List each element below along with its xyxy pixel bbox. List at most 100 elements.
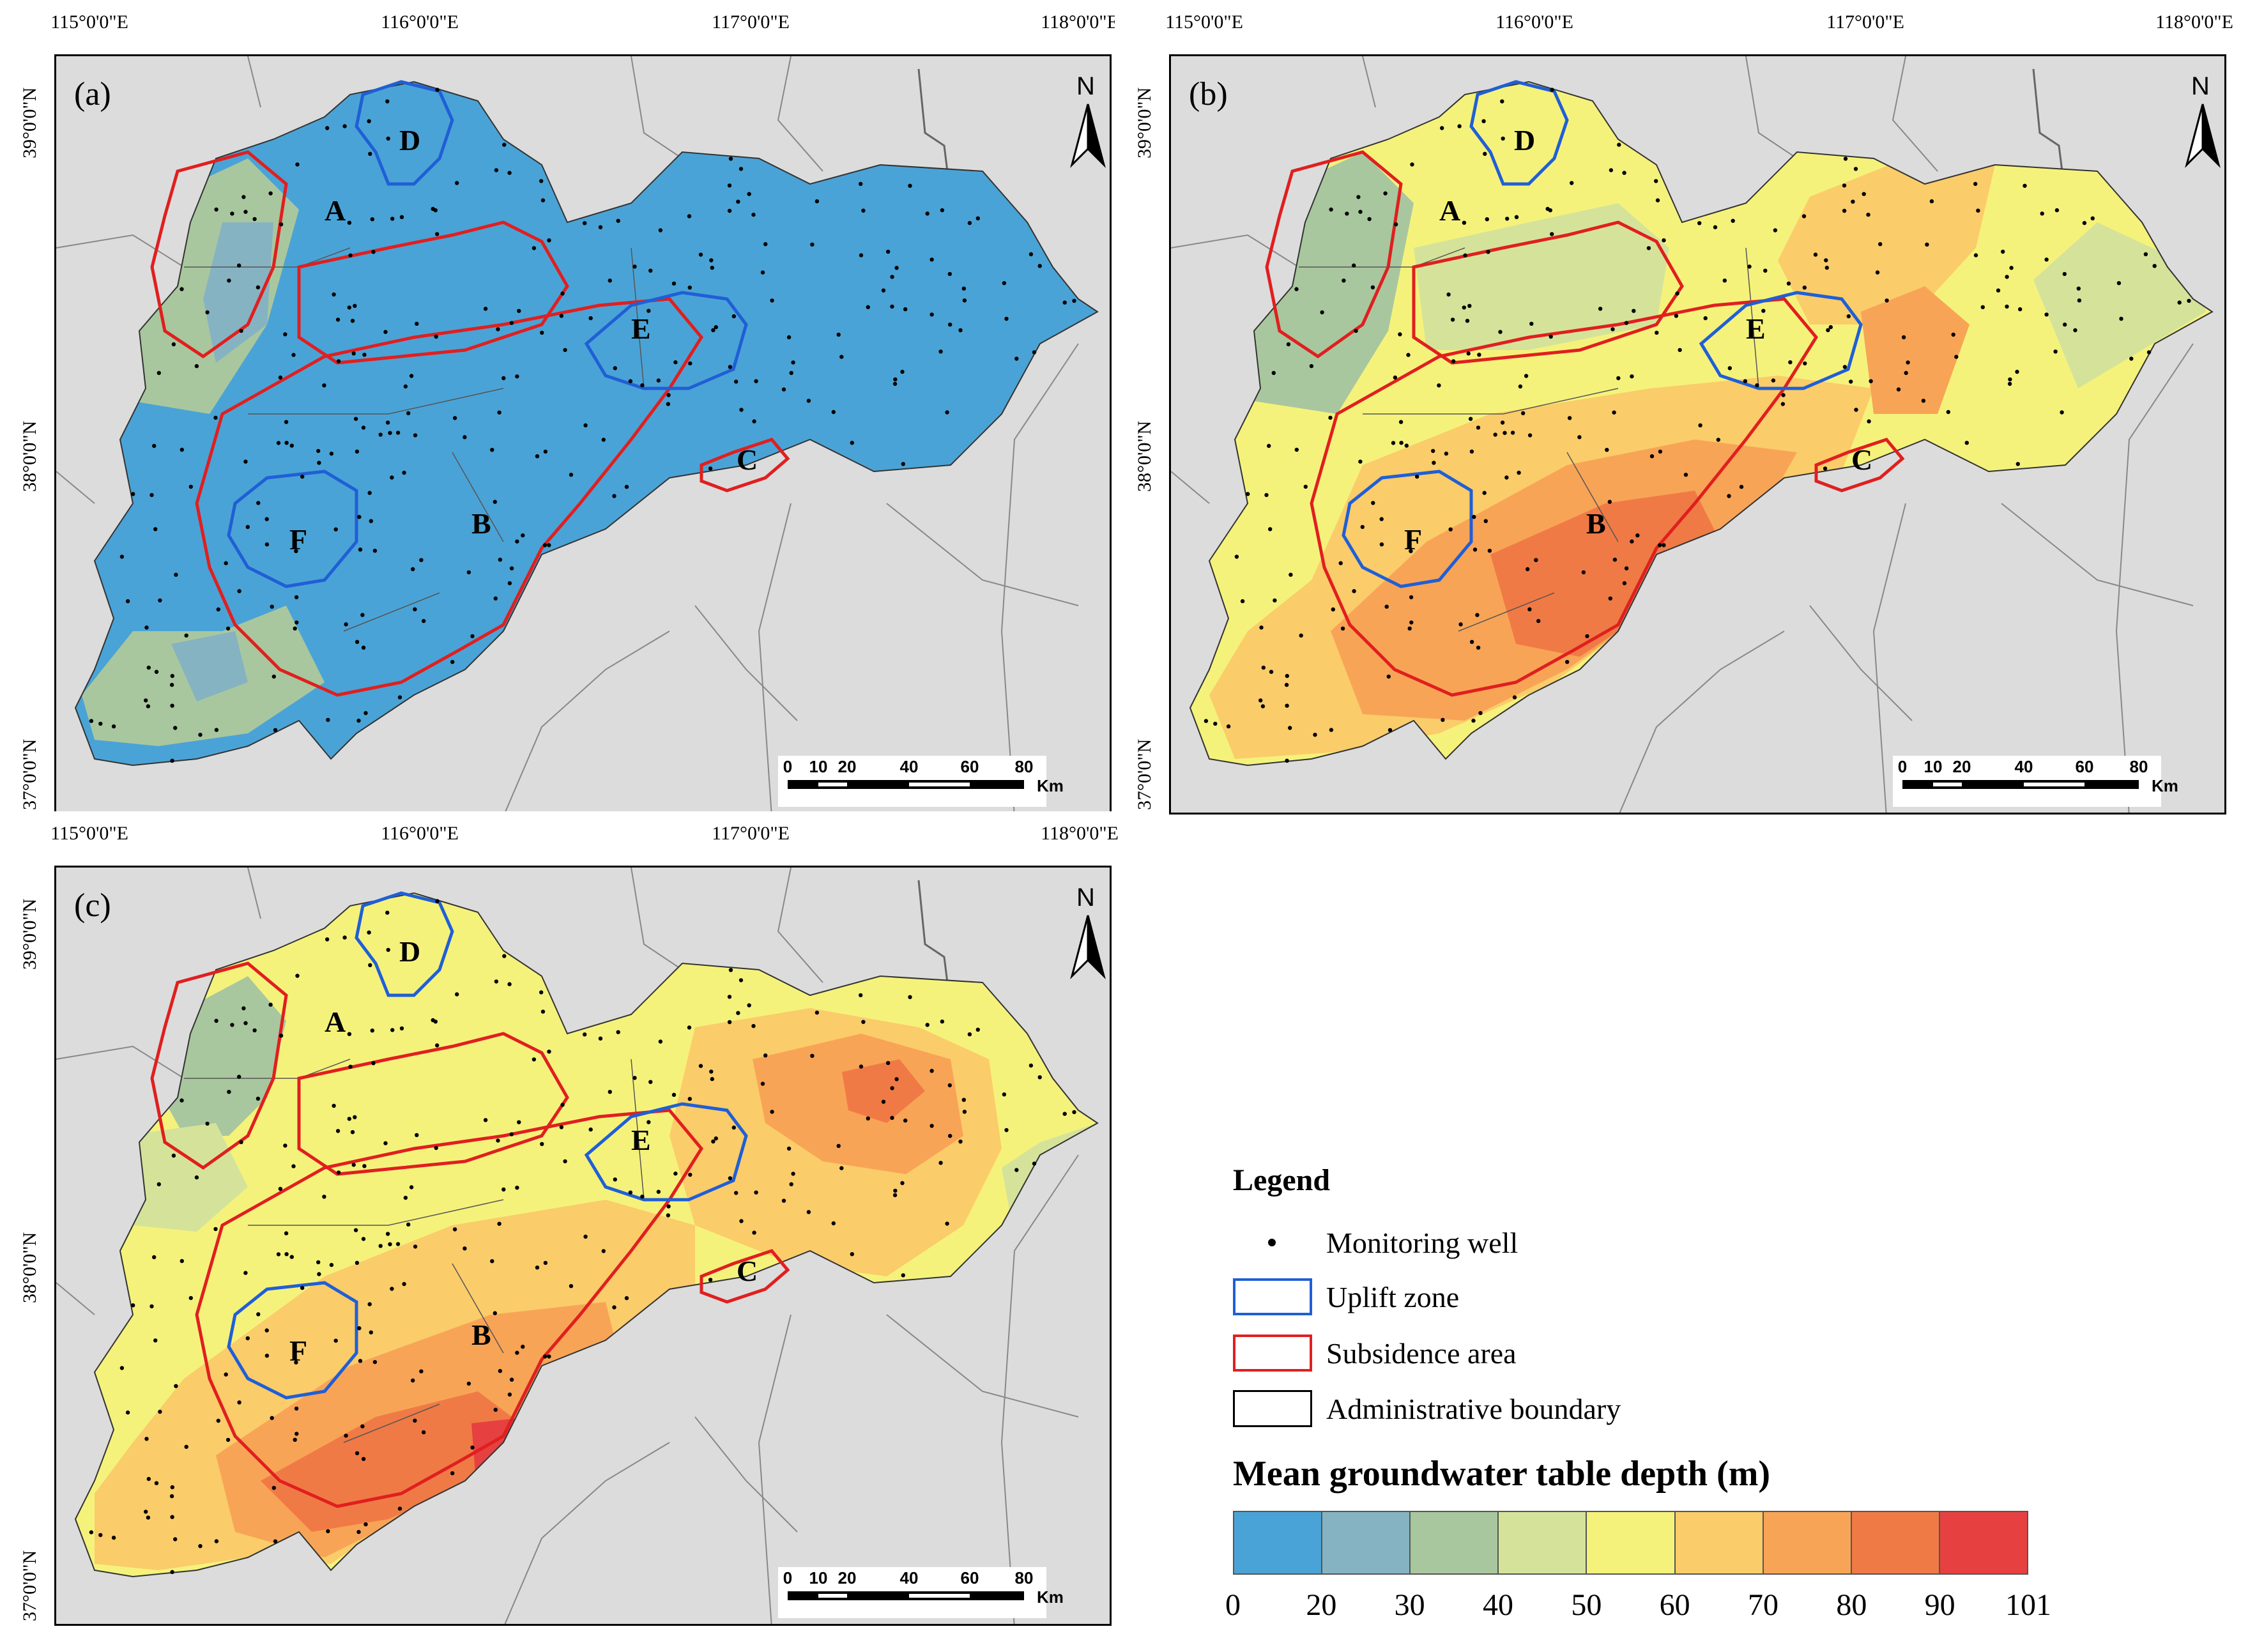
monitoring-well-point xyxy=(171,342,176,347)
monitoring-well-point xyxy=(1399,441,1403,445)
monitoring-well-point xyxy=(241,195,246,199)
monitoring-well-point xyxy=(1609,168,1614,172)
monitoring-well-point xyxy=(1622,171,1626,175)
monitoring-well-point xyxy=(900,369,905,374)
monitoring-well-point xyxy=(540,1009,546,1014)
monitoring-well-point xyxy=(815,1010,820,1015)
monitoring-well-point xyxy=(688,1172,692,1177)
monitoring-well-point xyxy=(781,387,786,392)
monitoring-well-point xyxy=(268,191,273,195)
monitoring-well-point xyxy=(810,1053,815,1058)
monitoring-well-point xyxy=(294,1360,298,1365)
monitoring-well-point xyxy=(270,1416,274,1420)
monitoring-well-point xyxy=(264,1328,269,1333)
monitoring-well-point xyxy=(1500,99,1504,103)
monitoring-well-point xyxy=(264,1354,270,1358)
monitoring-well-point xyxy=(1352,589,1356,593)
monitoring-well-point xyxy=(1352,263,1356,268)
monitoring-well-point xyxy=(214,728,219,732)
depth-class-area xyxy=(1490,491,1720,657)
monitoring-well-point xyxy=(422,1430,426,1435)
monitoring-well-point xyxy=(184,633,188,638)
monitoring-well-point xyxy=(1004,316,1009,321)
monitoring-well-point xyxy=(559,1125,564,1129)
subsidence-area-outline xyxy=(1412,220,1684,365)
lat-tick-39: 39°0'0"N xyxy=(1134,87,1155,158)
monitoring-well-point xyxy=(452,1227,457,1232)
monitoring-well-point xyxy=(1801,214,1807,218)
monitoring-well-point xyxy=(1299,633,1303,638)
monitoring-well-point xyxy=(1379,542,1384,547)
monitoring-well-point xyxy=(728,157,733,161)
monitoring-well-point xyxy=(184,1444,188,1449)
monitoring-well-point xyxy=(2060,410,2064,415)
monitoring-well-point xyxy=(1869,379,1873,383)
monitoring-well-point xyxy=(501,1187,506,1192)
uplift-zone-outline xyxy=(227,1281,358,1400)
monitoring-well-point xyxy=(738,167,744,171)
monitoring-well-point xyxy=(498,1368,503,1373)
monitoring-well-point xyxy=(2129,356,2134,361)
monitoring-well-point xyxy=(1536,618,1541,623)
monitoring-well-point xyxy=(144,1510,148,1514)
monitoring-well-point xyxy=(1565,660,1570,664)
monitoring-well-point xyxy=(1398,332,1402,337)
study-region-outline xyxy=(74,892,1099,1578)
monitoring-well-point xyxy=(294,1406,299,1411)
monitoring-well-point xyxy=(413,607,417,611)
monitoring-well-point xyxy=(1486,250,1490,254)
depth-class-area xyxy=(203,222,273,363)
admin-boundary-line xyxy=(504,1442,670,1624)
admin-boundary-line xyxy=(694,605,798,721)
subsidence-area-outline xyxy=(297,1032,569,1176)
monitoring-well-point xyxy=(316,448,321,454)
monitoring-well-point xyxy=(1607,500,1612,504)
monitoring-well-point xyxy=(1716,438,1720,442)
monitoring-well-point xyxy=(1328,415,1333,420)
monitoring-well-point xyxy=(894,1077,899,1082)
monitoring-well-point xyxy=(378,1244,383,1248)
monitoring-well-point xyxy=(1517,470,1521,475)
monitoring-well-point xyxy=(1004,1128,1009,1133)
monitoring-well-point xyxy=(1875,270,1880,275)
monitoring-well-point xyxy=(754,1190,758,1195)
monitoring-well-point xyxy=(938,349,943,354)
monitoring-well-point xyxy=(881,288,886,293)
monitoring-well-point xyxy=(395,431,401,435)
monitoring-well-point xyxy=(1415,474,1419,479)
monitoring-well-point xyxy=(344,1434,348,1438)
monitoring-well-point xyxy=(958,1139,963,1144)
monitoring-well-point xyxy=(613,1177,617,1182)
monitoring-well-point xyxy=(369,519,373,523)
monitoring-well-point xyxy=(734,1191,738,1195)
monitoring-well-point xyxy=(673,360,678,365)
monitoring-well-point xyxy=(1605,448,1609,452)
zone-label-b: B xyxy=(471,507,491,540)
monitoring-well-point xyxy=(243,210,248,214)
monitoring-well-point xyxy=(763,1053,768,1058)
monitoring-well-point xyxy=(640,1195,645,1199)
monitoring-well-point xyxy=(806,1210,811,1214)
admin-boundary-line xyxy=(504,631,670,813)
monitoring-well-point xyxy=(1853,167,1858,171)
monitoring-well-point xyxy=(925,211,929,216)
monitoring-well-point xyxy=(563,1159,567,1164)
monitoring-well-point xyxy=(497,410,501,415)
monitoring-well-point xyxy=(226,1437,231,1442)
scale-unit: Km xyxy=(1037,1587,1064,1607)
monitoring-well-point xyxy=(547,543,551,547)
monitoring-well-point xyxy=(1921,399,1926,403)
monitoring-well-point xyxy=(295,162,300,167)
monitoring-well-point xyxy=(402,470,406,475)
monitoring-well-point xyxy=(333,527,338,532)
monitoring-well-point xyxy=(1534,558,1538,562)
monitoring-well-point xyxy=(284,420,289,424)
admin-boundary-line xyxy=(1892,56,1938,172)
monitoring-well-point xyxy=(1548,208,1552,213)
monitoring-well-point xyxy=(293,1437,297,1442)
study-region-outline xyxy=(1189,80,2214,767)
monitoring-well-point xyxy=(1471,718,1476,723)
zone-label-c: C xyxy=(737,1255,758,1287)
monitoring-well-point xyxy=(673,1171,678,1176)
zone-label-b: B xyxy=(471,1319,491,1351)
